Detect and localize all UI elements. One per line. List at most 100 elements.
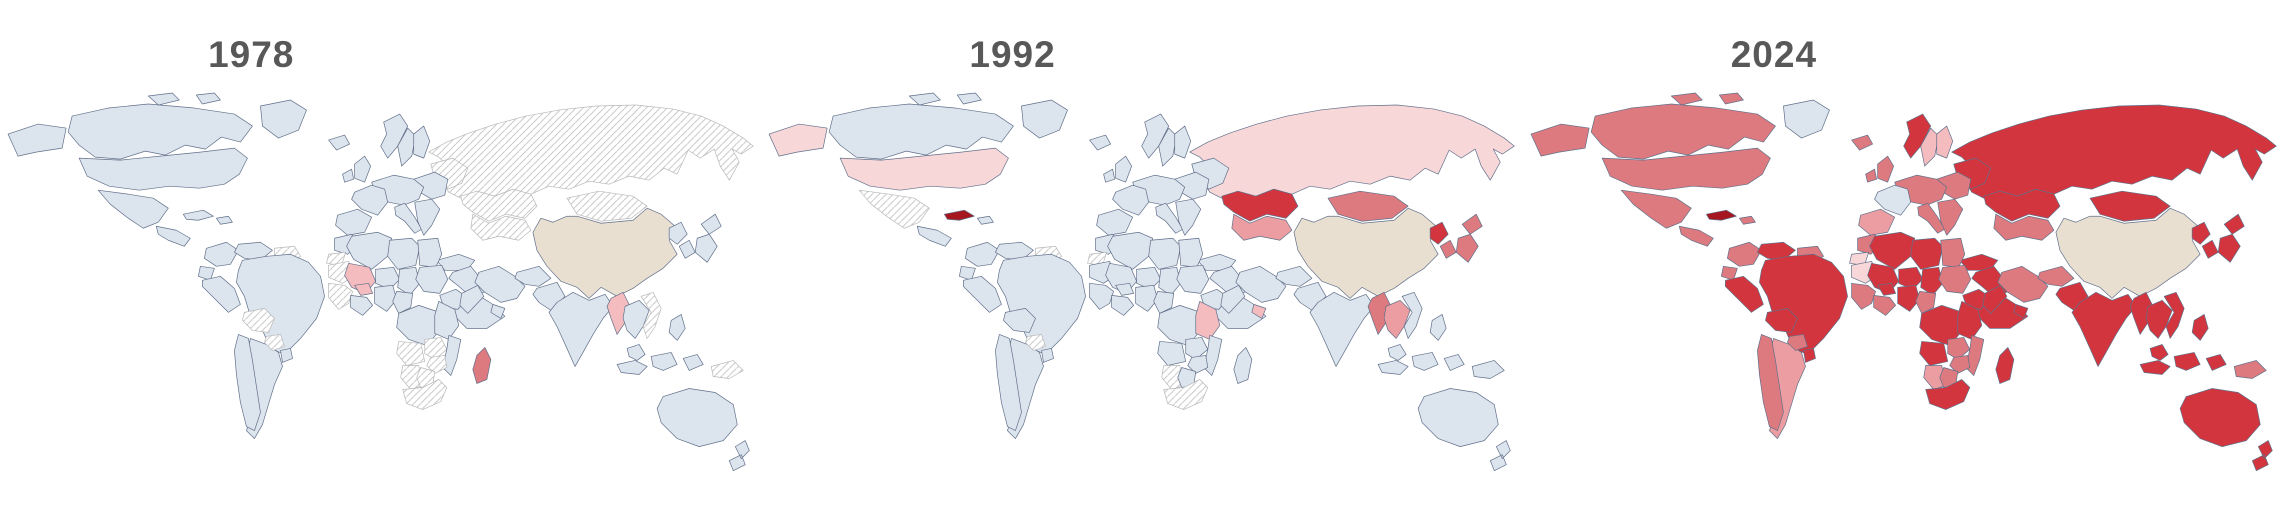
country-hispaniola: [1738, 215, 1756, 225]
country-bolivia: [1003, 308, 1037, 333]
country-chad: [397, 266, 421, 296]
country-southafrica: [1163, 379, 1209, 410]
country-bolivia: [1764, 308, 1798, 333]
country-nkorea: [1430, 221, 1449, 245]
country-cuba: [944, 209, 976, 221]
country-chad: [1919, 266, 1943, 296]
country-centralasia: [470, 213, 532, 241]
country-burkina: [354, 282, 374, 296]
country-philippines: [668, 314, 686, 341]
country-mozambique: [1203, 335, 1223, 376]
world-map-svg: [769, 92, 1515, 472]
country-vietnam: [2163, 292, 2185, 339]
country-balkans: [1937, 198, 1963, 236]
country-chile: [234, 334, 261, 431]
country-algeria: [1868, 231, 1915, 270]
country-kazakhstan: [1983, 188, 2060, 222]
country-cuba: [182, 209, 214, 221]
country-ireland: [342, 168, 354, 183]
country-nigeria: [1135, 284, 1159, 312]
country-centralafrica: [1914, 290, 1936, 314]
country-namibia: [1161, 365, 1185, 390]
country-egypt: [417, 237, 443, 268]
country-somalia: [459, 284, 485, 314]
country-southafrica: [1925, 379, 1970, 410]
country-philippines: [1430, 314, 1447, 341]
country-zimbabwe: [1949, 355, 1970, 374]
country-skorea: [678, 239, 696, 259]
country-norway: [1141, 113, 1170, 159]
country-somalia: [1220, 284, 1246, 314]
country-china: [2055, 207, 2201, 299]
country-hispaniola: [216, 215, 233, 225]
country-peru: [202, 275, 241, 313]
country-newguinea: [2233, 360, 2267, 379]
country-westafrica_w: [1089, 282, 1115, 310]
country-finland: [1174, 125, 1192, 159]
country-zimbabwe: [1187, 355, 1209, 374]
country-uk: [354, 155, 371, 183]
country-colombia: [204, 241, 239, 267]
world-map-svg: [1530, 92, 2277, 472]
country-vietnam: [640, 292, 662, 339]
country-mexico: [97, 189, 169, 229]
country-china: [532, 207, 678, 299]
country-alaska: [769, 123, 828, 157]
country-afghanistan: [2037, 265, 2074, 287]
country-italy: [1155, 202, 1184, 234]
country-australia: [1418, 388, 1499, 447]
country-chile: [1756, 334, 1784, 431]
country-ireland: [1103, 168, 1116, 183]
country-zambia: [424, 337, 448, 360]
country-uk: [1876, 155, 1894, 183]
country-niger: [1136, 266, 1162, 290]
country-gulf: [490, 304, 506, 319]
country-algeria: [346, 231, 393, 270]
country-indochina: [622, 300, 650, 339]
country-madagascar: [1233, 347, 1253, 384]
country-norway: [1902, 113, 1931, 159]
country-brazil: [236, 253, 325, 355]
country-peru: [963, 275, 1003, 313]
country-usa: [840, 147, 1010, 191]
country-alaska: [7, 123, 67, 157]
country-namibia: [400, 365, 424, 390]
country-niger: [375, 266, 401, 290]
country-greenland: [1782, 99, 1830, 139]
country-nigeria: [374, 284, 398, 312]
country-canada: [1590, 92, 1776, 160]
country-mozambique: [1965, 335, 1984, 376]
country-mexico: [859, 189, 930, 229]
country-southafrica: [402, 379, 448, 410]
country-vietnam: [1402, 292, 1423, 339]
country-sudan: [1938, 264, 1971, 294]
country-greenland: [1021, 99, 1069, 139]
country-uruguay: [1802, 348, 1816, 363]
country-afghanistan: [514, 265, 552, 287]
country-paraguay: [1786, 334, 1808, 351]
country-myanmar: [606, 292, 630, 335]
country-libya: [1909, 237, 1943, 270]
country-paraguay: [264, 334, 285, 351]
country-nz: [1490, 440, 1511, 472]
country-centralamerica: [917, 225, 953, 247]
country-egypt: [1178, 237, 1204, 268]
country-france: [1112, 184, 1150, 216]
country-india: [1309, 292, 1375, 367]
country-indonesia: [2139, 352, 2227, 375]
country-iceland: [1089, 134, 1112, 151]
country-afghanistan: [1275, 265, 1313, 287]
country-niger: [1897, 266, 1923, 290]
country-angola: [396, 341, 426, 366]
country-india: [2071, 292, 2137, 367]
country-alaska: [1530, 123, 1590, 157]
country-centralasia: [1231, 213, 1293, 241]
country-kazakhstan: [460, 188, 538, 222]
country-cuba: [1705, 209, 1737, 221]
country-mongolia: [566, 190, 648, 222]
country-mozambique: [442, 335, 462, 376]
country-iceland: [328, 134, 350, 151]
country-myanmar: [2129, 292, 2153, 335]
world-map-svg: [7, 92, 754, 472]
